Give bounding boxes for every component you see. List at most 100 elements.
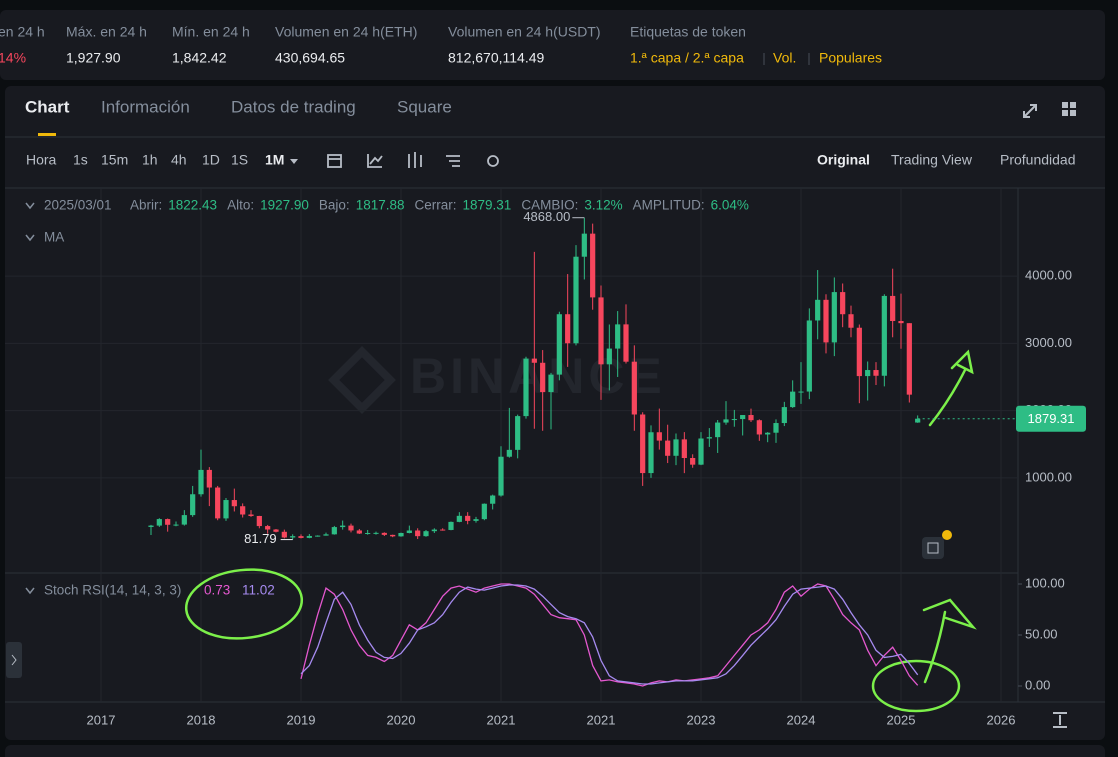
candle-body (473, 519, 479, 521)
candle-body (640, 414, 646, 474)
tab[interactable]: Square (397, 97, 452, 116)
side-toggle[interactable] (6, 642, 22, 678)
watermark: BINANCE (410, 348, 666, 404)
collapse-icon[interactable] (25, 587, 35, 595)
interval[interactable]: 15m (101, 152, 128, 168)
candle-body (315, 535, 321, 537)
candle-body (556, 314, 562, 375)
candle-body (306, 535, 312, 538)
candle-body (790, 391, 796, 408)
tool-icons[interactable] (327, 152, 499, 168)
candle-body (206, 469, 212, 488)
candle-body (281, 531, 287, 538)
legend-fields: Abrir: 1822.43 Alto: 1927.90 Bajo: 1817.88 Cer… (130, 198, 749, 213)
candle-body (648, 432, 654, 474)
candle-body (573, 256, 579, 344)
candle-body (656, 432, 662, 441)
candle-body (873, 370, 879, 376)
interval[interactable]: 1h (142, 152, 158, 168)
tag[interactable]: 1.ª capa / 2.ª capa (630, 50, 744, 66)
x-tick-label: 2021 (587, 712, 616, 727)
tag[interactable]: Vol. (773, 50, 796, 66)
expand-icon[interactable] (1023, 104, 1037, 118)
tags-label: Etiquetas de token (630, 24, 746, 40)
interval[interactable]: 1M (265, 152, 284, 168)
candle-body (690, 458, 696, 465)
tab[interactable]: Datos de trading (231, 97, 356, 116)
candle-body (231, 500, 237, 507)
candle-body (181, 515, 187, 525)
candle-body (531, 358, 537, 363)
interval[interactable]: 4h (171, 152, 187, 168)
candle-body (781, 407, 787, 424)
legend-date: 2025/03/01 (44, 198, 112, 213)
x-tick-label: 2026 (987, 712, 1016, 727)
collapse-icon[interactable] (25, 234, 35, 242)
legend-value: 1822.43 (168, 198, 217, 213)
scale-icon[interactable] (1053, 712, 1067, 728)
candle-body (331, 527, 337, 535)
notification-dot (942, 530, 952, 540)
stat-value: 812,670,114.49 (448, 50, 544, 66)
candle-body (240, 506, 246, 515)
tag[interactable]: Populares (819, 50, 882, 66)
low-label: 81.79 (244, 531, 277, 546)
candle-body (198, 469, 204, 495)
y-tick-label: 0.00 (1025, 677, 1050, 692)
view[interactable]: Trading View (891, 152, 973, 168)
indicator-icon (927, 542, 939, 554)
ticker-bar (0, 10, 1105, 80)
candle-body (390, 534, 396, 537)
candles (148, 217, 921, 540)
stoch-title: Stoch RSI(14, 14, 3, 3) (44, 583, 181, 598)
dropdown-icon[interactable] (290, 159, 298, 164)
candle-body (881, 295, 887, 376)
candle-body (431, 529, 437, 532)
candle-body (673, 439, 679, 456)
candle-body (256, 515, 262, 527)
x-tick-label: 2020 (387, 712, 416, 727)
interval[interactable]: 1s (73, 152, 88, 168)
interval[interactable]: 1D (202, 152, 220, 168)
candle-body (148, 525, 154, 527)
legend-label: Cerrar: (415, 198, 457, 213)
view[interactable]: Profundidad (1000, 152, 1076, 168)
legend-label: Bajo: (319, 198, 350, 213)
tab-indicator (38, 133, 56, 136)
candle-body (190, 494, 196, 516)
ma-label: MA (44, 230, 64, 245)
stat-value: 1,927.90 (66, 50, 121, 66)
candle-body (273, 529, 279, 532)
view[interactable]: Original (817, 152, 870, 168)
x-tick-label: 2025 (887, 712, 916, 727)
legend-label: CAMBIO: (521, 198, 578, 213)
candle-body (156, 519, 162, 526)
layout-icon[interactable] (1062, 102, 1076, 116)
tab[interactable]: Información (101, 97, 190, 116)
indicator-button[interactable] (922, 537, 944, 559)
candle-body (165, 519, 171, 525)
interval[interactable]: Hora (26, 152, 57, 168)
interval[interactable]: 1S (231, 152, 248, 168)
candle-body (406, 530, 412, 533)
legend-value: 3.12% (584, 198, 622, 213)
candle-body (815, 299, 821, 321)
x-tick-label: 2024 (787, 712, 816, 727)
candle-body (623, 324, 629, 362)
y-tick-label: 4000.00 (1025, 268, 1072, 283)
stat-label: Máx. en 24 h (66, 24, 147, 40)
bottom-panel (5, 745, 1105, 757)
candle-body (890, 295, 896, 322)
chart-panel (5, 86, 1105, 740)
y-tick-label: 3000.00 (1025, 335, 1072, 350)
tab[interactable]: Chart (25, 97, 70, 116)
legend-value: 1879.31 (463, 198, 512, 213)
candle-body (565, 314, 571, 344)
collapse-icon[interactable] (25, 202, 35, 210)
candle-body (356, 530, 362, 534)
candle-body (215, 487, 221, 519)
legend-value: 1817.88 (356, 198, 405, 213)
candle-body (448, 521, 454, 530)
last-price-tag (1016, 405, 1086, 432)
